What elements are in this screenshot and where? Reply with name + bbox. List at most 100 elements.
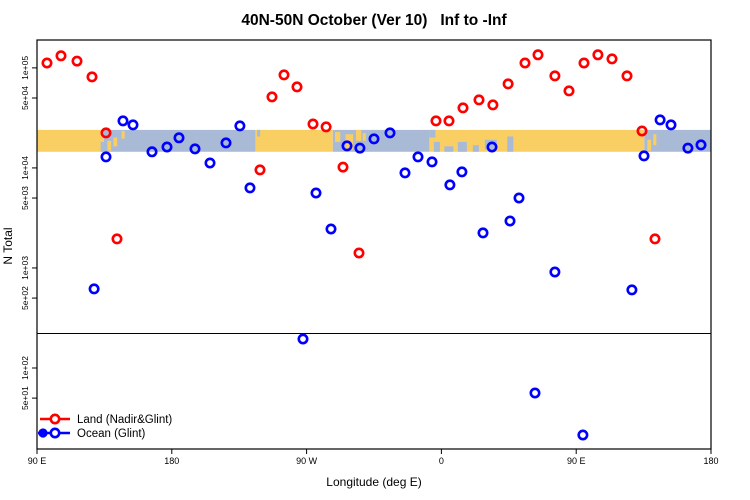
data-point-land [111,233,123,245]
y-tick-label: 5e+01 [20,386,30,410]
data-point-ocean [354,142,366,154]
map-band [37,129,711,152]
data-point-ocean [244,182,256,194]
chart-title: 40N-50N October (Ver 10) Inf to -Inf [241,12,507,29]
data-point-ocean [88,283,100,295]
map-band-detail-ocean [257,129,261,137]
map-band-segment-land [37,129,104,152]
map-band-detail-ocean [100,141,104,152]
map-band-detail-land [653,134,657,146]
data-point-ocean [310,187,322,199]
series-ocean [88,114,707,441]
data-point-ocean [204,157,216,169]
data-point-ocean [325,223,337,235]
y-tick-label: 1e+03 [20,256,30,280]
data-point-ocean [146,146,158,158]
map-band-detail-land [647,139,652,151]
data-point-land [549,70,561,82]
data-point-land [621,70,633,82]
y-tick-label: 5e+04 [20,86,30,110]
data-point-ocean [117,115,129,127]
data-point-ocean [234,120,246,132]
data-point-land [41,57,53,69]
data-point-ocean [100,151,112,163]
data-point-ocean [638,150,650,162]
data-point-land [578,57,590,69]
data-point-land [307,118,319,130]
data-point-land [473,94,485,106]
data-point-land [254,164,266,176]
data-point-land [487,99,499,111]
map-band-segment-ocean [644,129,711,152]
map-band-detail-land [113,137,118,147]
data-point-land [320,121,332,133]
y-tick-label: 1e+05 [20,56,30,80]
x-tick-label: 180 [703,456,718,466]
series-land [41,49,661,259]
data-point-land [86,71,98,83]
map-band-detail-land [356,129,362,141]
map-band-detail-ocean [444,146,454,152]
x-tick-label: 180 [164,456,179,466]
plot-border [36,39,712,450]
y-tick-label: 1e+04 [20,156,30,180]
data-point-land [430,115,442,127]
data-point-ocean [529,387,541,399]
y-tick-label: 5e+03 [20,186,30,210]
map-band-detail-ocean [507,136,514,152]
data-point-ocean [399,167,411,179]
data-point-land [291,81,303,93]
data-point-ocean [682,142,694,154]
data-point-ocean [161,141,173,153]
data-point-land [55,50,67,62]
map-band-detail-ocean [429,129,436,138]
data-point-land [266,91,278,103]
x-tick-label: 90 E [28,456,47,466]
data-point-ocean [577,429,589,441]
data-point-land [353,247,365,259]
data-point-land [100,127,112,139]
legend-ocean-marker-icon [49,427,61,439]
data-point-land [71,55,83,67]
data-point-land [636,125,648,137]
data-point-land [519,57,531,69]
data-point-ocean [368,133,380,145]
data-point-land [532,49,544,61]
legend: Land (Nadir&Glint) Ocean (Glint) [38,413,172,440]
data-point-ocean [220,137,232,149]
data-point-land [649,233,661,245]
map-band-detail-land [335,132,341,142]
data-point-land [592,49,604,61]
data-point-land [278,69,290,81]
data-point-ocean [456,166,468,178]
data-point-ocean [654,114,666,126]
data-point-land [443,115,455,127]
data-point-ocean [513,192,525,204]
map-band-detail-ocean [457,141,467,152]
data-point-ocean [127,119,139,131]
data-point-ocean [477,227,489,239]
data-point-land [457,102,469,114]
data-point-land [563,85,575,97]
data-point-ocean [412,151,424,163]
map-band-detail-land [121,130,125,139]
map-band-detail-land [107,140,112,151]
y-axis-label: N Total [1,227,15,264]
x-tick-label: 90 E [567,456,586,466]
data-point-ocean [695,139,707,151]
legend-ocean-marker-fill-icon [38,428,48,438]
data-point-land [502,78,514,90]
map-band-detail-ocean [484,139,497,150]
x-tick-label: 0 [439,456,444,466]
data-point-ocean [189,143,201,155]
legend-ocean-label: Ocean (Glint) [77,428,146,440]
map-band-detail-land [362,133,366,141]
data-points-layer [41,49,707,441]
data-point-ocean [341,140,353,152]
data-point-ocean [665,119,677,131]
data-point-ocean [626,284,638,296]
data-point-ocean [486,141,498,153]
y-tick-label: 5e+02 [20,286,30,310]
